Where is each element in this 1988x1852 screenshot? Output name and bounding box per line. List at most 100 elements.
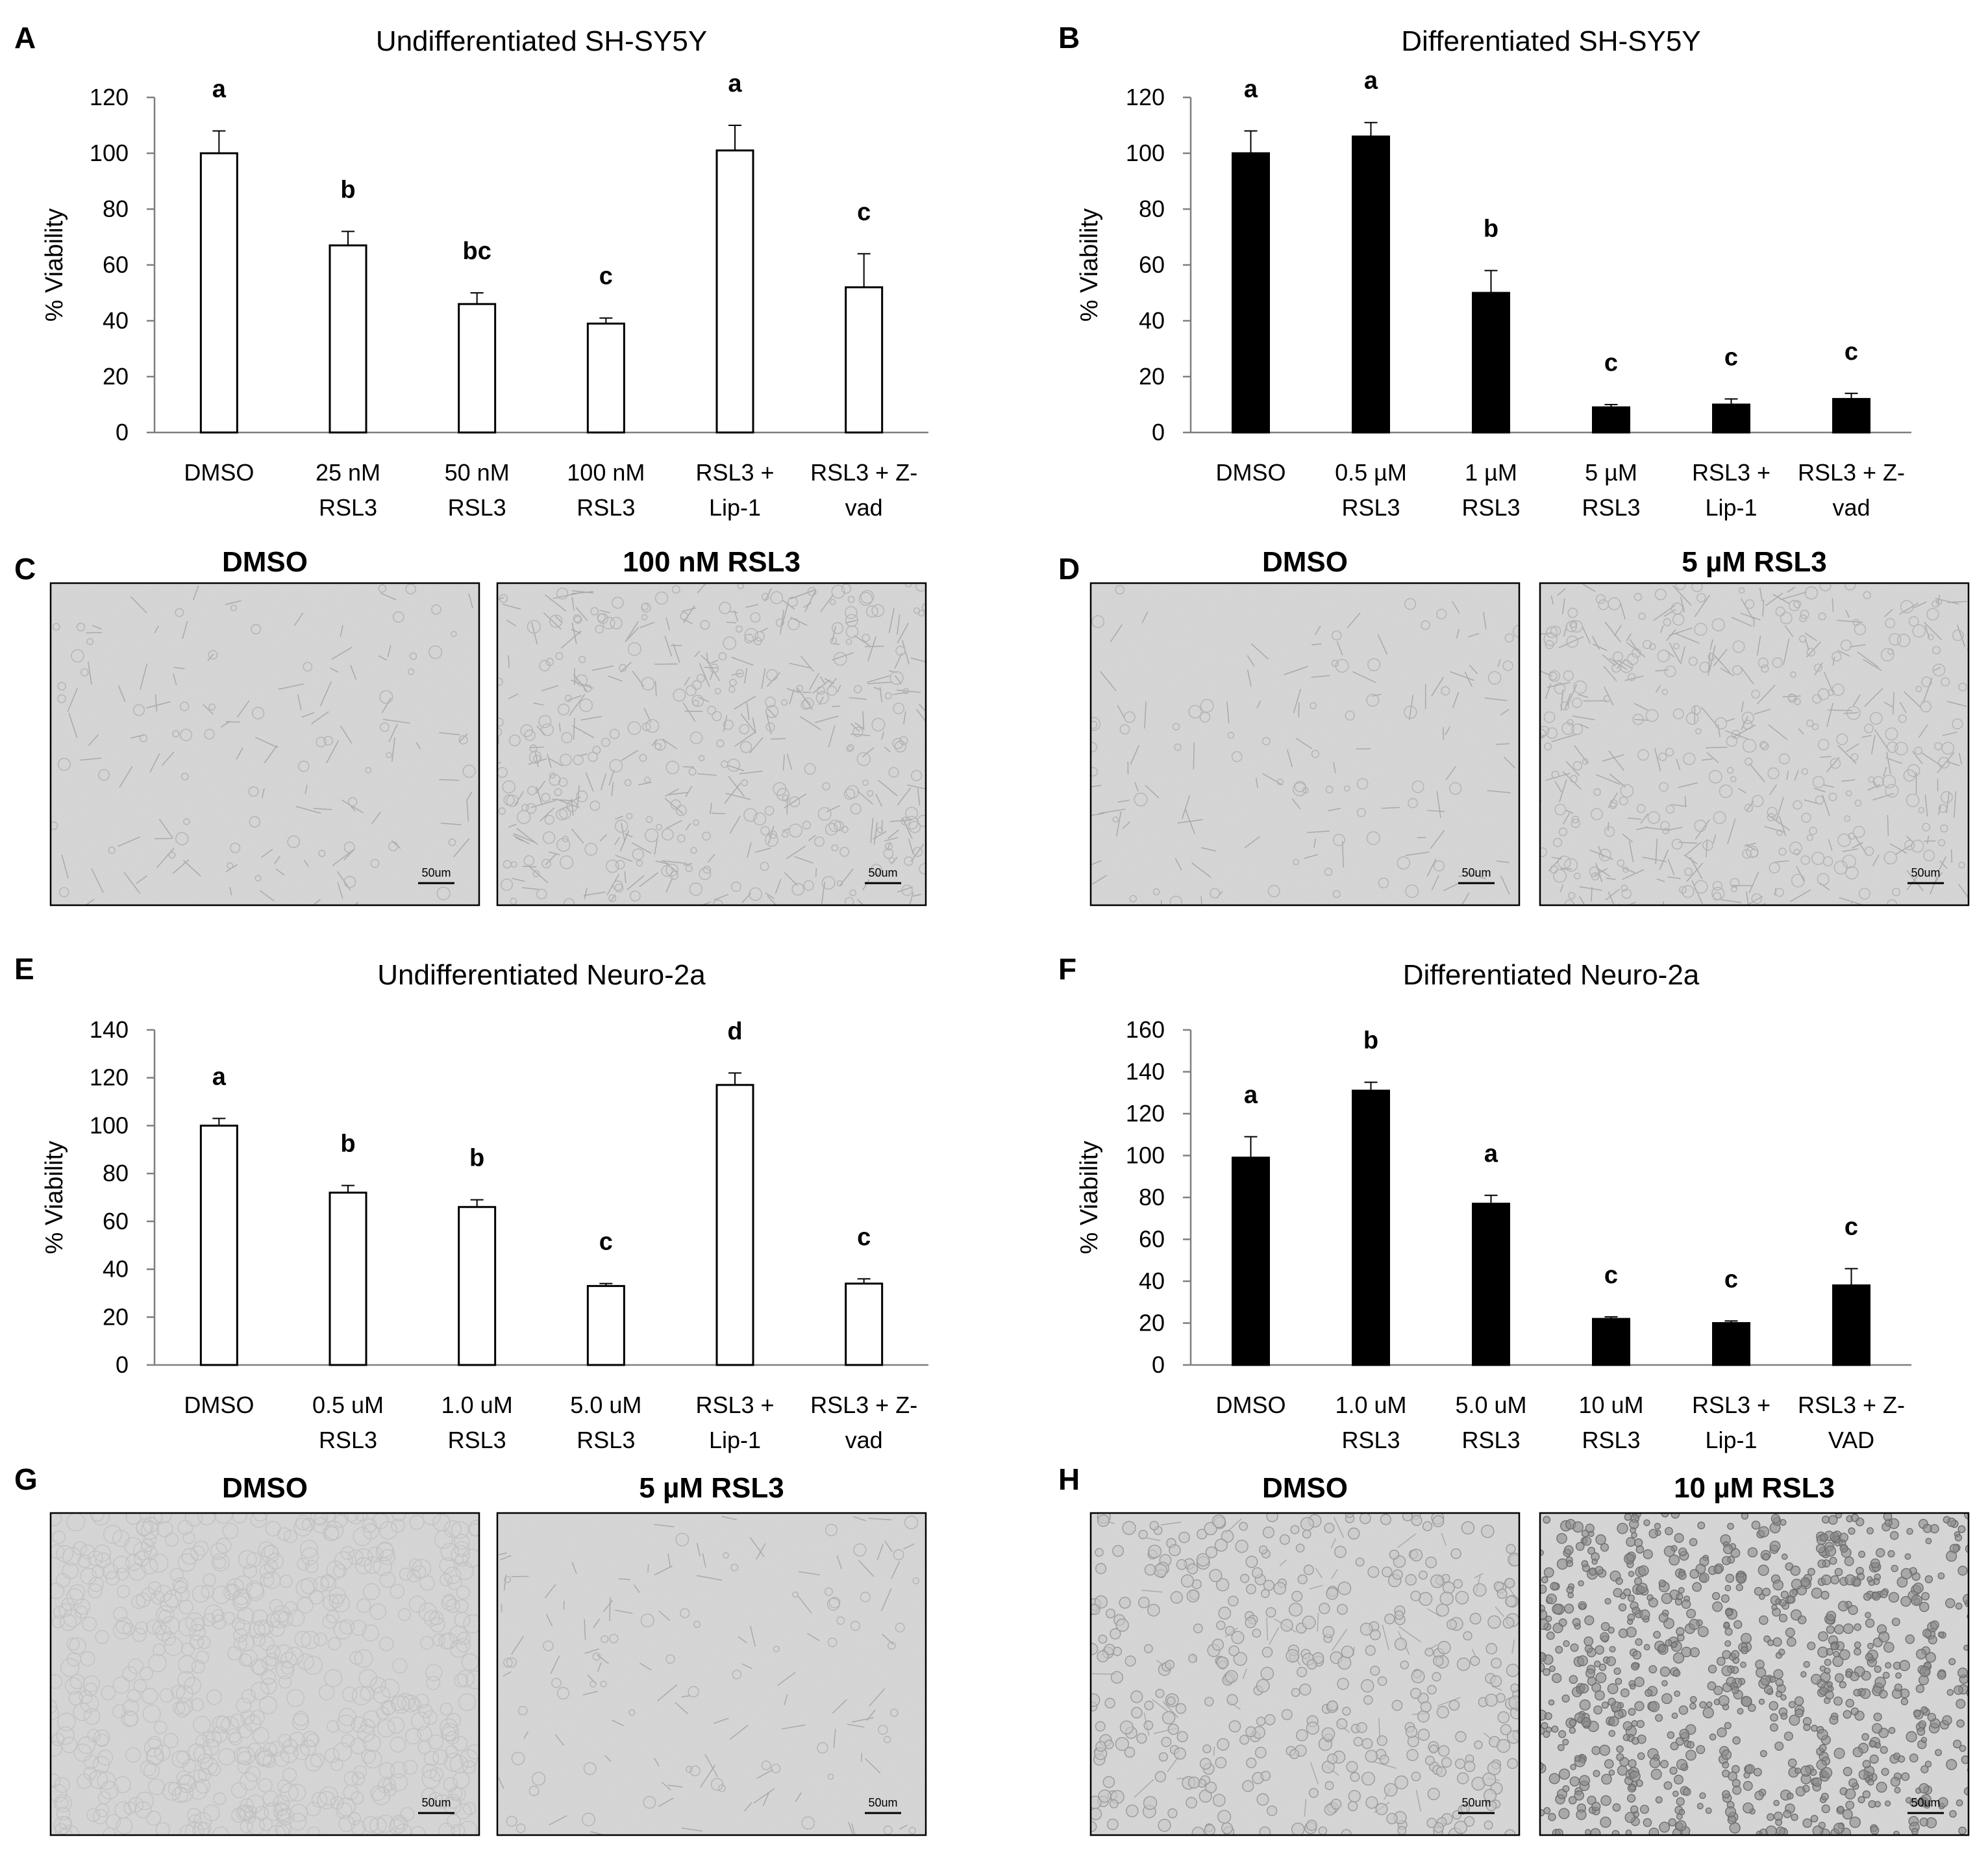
y-tick-label: 40 xyxy=(1139,307,1165,334)
y-tick-label: 80 xyxy=(1139,1184,1165,1210)
x-category-label: 1.0 uM xyxy=(1335,1392,1406,1418)
y-tick-label: 140 xyxy=(90,1016,129,1043)
micrograph-title: 10 µM RSL3 xyxy=(1674,1472,1835,1504)
y-tick-label: 20 xyxy=(1139,1310,1165,1336)
y-tick-label: 0 xyxy=(1152,419,1165,445)
x-category-label: 100 nM xyxy=(567,459,645,486)
micrograph-frame xyxy=(1539,1512,1970,1836)
significance-letter: a xyxy=(212,76,227,103)
significance-letter: b xyxy=(469,1145,484,1172)
x-category-label: RSL3 xyxy=(577,494,635,521)
scale-bar-label: 50um xyxy=(1911,1796,1940,1809)
x-category-label: RSL3 xyxy=(1582,1427,1640,1453)
significance-letter: c xyxy=(1724,344,1738,371)
micrograph-frame xyxy=(1539,582,1970,907)
bar xyxy=(458,303,497,434)
significance-letter: c xyxy=(1845,338,1858,366)
x-category-label: 5.0 uM xyxy=(570,1392,641,1418)
bar xyxy=(1592,406,1630,434)
x-category-label: RSL3 xyxy=(319,1427,377,1453)
chart-panel-E: E Undifferentiated Neuro-2a % Viability 0 20… xyxy=(14,952,928,1453)
x-category-label: vad xyxy=(845,1427,883,1453)
significance-letter: b xyxy=(1484,216,1498,243)
micrograph-title: 5 µM RSL3 xyxy=(1682,546,1826,578)
y-tick-label: 80 xyxy=(103,1160,129,1186)
x-category-label: Lip-1 xyxy=(709,1427,761,1453)
x-category-label: 5.0 uM xyxy=(1455,1392,1526,1418)
panel-letter: E xyxy=(14,952,34,986)
x-category-label: VAD xyxy=(1828,1427,1874,1453)
x-category-label: RSL3 + Z- xyxy=(1798,459,1905,486)
micrograph-title: DMSO xyxy=(222,546,308,578)
y-tick-label: 20 xyxy=(1139,363,1165,390)
micrograph-title: DMSO xyxy=(1262,546,1348,578)
y-axis-label: % Viability xyxy=(1076,1141,1103,1255)
x-category-label: RSL3 xyxy=(319,494,377,521)
x-category-label: RSL3 + xyxy=(695,459,774,486)
x-category-label: Lip-1 xyxy=(1705,494,1757,521)
cell-texture xyxy=(51,1513,479,1835)
significance-letter: c xyxy=(599,1229,613,1256)
panel-letter: B xyxy=(1058,21,1080,55)
y-tick-label: 120 xyxy=(90,1064,129,1091)
chart-title: Differentiated Neuro-2a xyxy=(1403,959,1700,991)
y-tick-label: 60 xyxy=(1139,1226,1165,1253)
bar xyxy=(1832,397,1870,434)
x-category-label: RSL3 + Z- xyxy=(810,1392,917,1418)
y-tick-label: 100 xyxy=(90,1112,129,1138)
x-category-label: DMSO xyxy=(184,1392,254,1418)
y-tick-label: 160 xyxy=(1126,1016,1165,1043)
y-tick-label: 60 xyxy=(103,251,129,278)
x-category-label: RSL3 xyxy=(1341,1427,1400,1453)
bar xyxy=(715,149,754,434)
x-category-label: RSL3 + xyxy=(1692,1392,1771,1418)
significance-letter: c xyxy=(857,1223,871,1251)
x-category-label: RSL3 xyxy=(577,1427,635,1453)
panel-letter: C xyxy=(14,552,36,586)
micrograph-frame xyxy=(49,582,480,907)
cell-texture xyxy=(497,583,926,905)
y-tick-label: 120 xyxy=(90,84,129,110)
scale-bar-label: 50um xyxy=(868,1796,897,1809)
bar xyxy=(586,1284,625,1366)
micrograph-frame xyxy=(49,1512,480,1836)
bar xyxy=(1592,1318,1630,1366)
micrograph-panel-G: G DMSO 50um 5 µM RSL3 50um xyxy=(14,1462,927,1836)
bar xyxy=(1712,1322,1750,1366)
y-tick-label: 120 xyxy=(1126,84,1165,110)
micrograph-panel-H: H DMSO 50um 10 µM RSL3 50um xyxy=(1058,1462,1970,1836)
x-category-label: RSL3 + Z- xyxy=(1798,1392,1905,1418)
significance-letter: a xyxy=(1244,76,1258,103)
significance-letter: d xyxy=(727,1018,742,1045)
significance-letter: b xyxy=(340,1131,355,1158)
x-category-label: Lip-1 xyxy=(709,494,761,521)
panel-letter: D xyxy=(1058,552,1080,586)
scale-bar-label: 50um xyxy=(421,1796,451,1809)
panel-letter: F xyxy=(1058,952,1076,986)
y-axis-label: % Viability xyxy=(41,208,68,322)
micrograph-title: DMSO xyxy=(222,1472,308,1504)
bar xyxy=(845,286,884,434)
y-tick-label: 20 xyxy=(103,363,129,390)
y-tick-label: 120 xyxy=(1126,1100,1165,1127)
scale-bar-label: 50um xyxy=(1911,866,1940,879)
panel-letter: H xyxy=(1058,1462,1080,1496)
x-category-label: 1.0 uM xyxy=(441,1392,513,1418)
bar xyxy=(1472,1203,1510,1366)
scale-bar-label: 50um xyxy=(1461,1796,1491,1809)
significance-letter: c xyxy=(599,263,613,290)
y-tick-label: 140 xyxy=(1126,1058,1165,1085)
bar xyxy=(1712,403,1750,434)
significance-letter: bc xyxy=(462,238,491,265)
x-category-label: 0.5 µM xyxy=(1335,459,1407,486)
significance-letter: a xyxy=(212,1063,227,1090)
significance-letter: a xyxy=(728,70,742,97)
micrograph-title: 100 nM RSL3 xyxy=(623,546,801,578)
y-tick-label: 40 xyxy=(103,307,129,334)
x-category-label: 10 uM xyxy=(1578,1392,1643,1418)
significance-letter: a xyxy=(1364,68,1378,95)
y-tick-label: 80 xyxy=(103,195,129,222)
cell-texture xyxy=(1091,583,1519,905)
y-tick-label: 0 xyxy=(116,419,129,445)
panel-letter: A xyxy=(14,21,36,55)
